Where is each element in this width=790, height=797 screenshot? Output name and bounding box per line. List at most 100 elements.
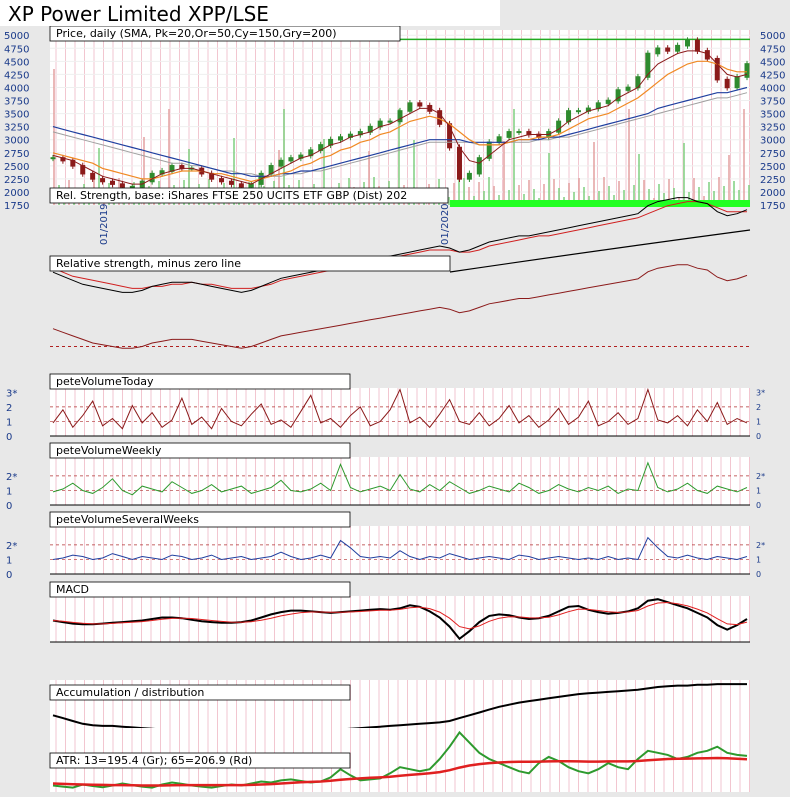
volume-bar	[543, 184, 545, 205]
volume-bar	[323, 139, 325, 205]
rs-long-ma	[449, 229, 751, 273]
pete_volume_several_weeks-y-tick-right: 1	[756, 555, 761, 564]
candle-body	[219, 178, 225, 183]
volume-bar	[728, 155, 730, 205]
volume-bar	[618, 181, 620, 205]
candle-body	[625, 86, 631, 91]
volume-bar	[53, 69, 55, 205]
price-y-tick-right: 3500	[760, 110, 785, 121]
pete_volume_several_weeks-y-tick-left: 2*	[6, 541, 17, 552]
pete_volume_today-y-tick-right: 2	[756, 403, 761, 412]
candle-body	[694, 39, 700, 52]
volume-bar	[693, 178, 695, 205]
price-y-tick-right: 5000	[760, 31, 785, 42]
volume-bar	[628, 109, 630, 205]
candle-body	[367, 125, 373, 133]
pete_volume_today-y-tick-right: 3*	[756, 388, 765, 397]
candle-body	[50, 157, 56, 160]
volume-bar	[733, 181, 735, 205]
volume-bar	[283, 109, 285, 205]
pete_volume_several_weeks-label-box: peteVolumeSeveralWeeks	[49, 511, 351, 528]
pete_volume_several_weeks-y-tick-left: 0	[6, 570, 12, 581]
candle-body	[437, 110, 443, 125]
candle-body	[169, 165, 175, 172]
candle-body	[248, 183, 254, 188]
candle-body	[516, 131, 522, 134]
candle-body	[615, 89, 621, 102]
volume-bar	[673, 188, 675, 205]
pete_volume_several_weeks-panel-gridlines	[55, 526, 750, 574]
macd-title: MACD	[56, 583, 89, 596]
atr65-line	[52, 756, 748, 787]
pete_volume_today-y-tick-left: 0	[6, 432, 12, 443]
price-y-tick-right: 3000	[760, 136, 785, 147]
price-y-tick-right: 2750	[760, 149, 785, 160]
rs-minus-zero-title: Relative strength, minus zero line	[56, 257, 241, 270]
volume-bar	[483, 191, 485, 205]
candle-body	[387, 120, 393, 123]
macd-signal-line	[52, 601, 748, 630]
acc-dist-label-box: Accumulation / distribution	[49, 684, 351, 701]
price-y-tick-right: 2250	[760, 175, 785, 186]
candle-body	[179, 165, 185, 170]
pete_volume_today-y-tick-left: 2	[6, 403, 12, 414]
atr-title: ATR: 13=195.4 (Gr); 65=206.9 (Rd)	[56, 754, 252, 767]
candle-body	[338, 136, 344, 141]
volume-bar	[448, 197, 450, 205]
candle-body	[605, 99, 611, 104]
candle-body	[566, 110, 572, 123]
candle-body	[724, 78, 730, 89]
volume-bar	[713, 191, 715, 205]
sma20-line	[52, 50, 748, 185]
candle-body	[496, 136, 502, 144]
candle-body	[704, 50, 710, 60]
price-y-tick-right: 1750	[760, 201, 785, 212]
macd-label-box: MACD	[49, 581, 351, 598]
volume-bar	[553, 179, 555, 205]
candle-body	[308, 149, 314, 157]
volume-bar	[623, 190, 625, 205]
price-y-tick-right: 4250	[760, 70, 785, 81]
volume-bar	[633, 185, 635, 205]
volume-bar	[608, 186, 610, 205]
candle-body	[357, 131, 363, 136]
volume-bar	[278, 150, 280, 205]
volume-bar	[143, 137, 145, 205]
pete_volume_weekly-y-tick-right: 1	[756, 486, 761, 495]
pete_volume_weekly-line	[52, 461, 748, 496]
volume-bar	[668, 179, 670, 205]
pete_volume_today-label-box: peteVolumeToday	[49, 373, 351, 390]
volume-bar	[638, 154, 640, 205]
price-y-tick-left: 3500	[4, 110, 29, 121]
pete_volume_today-title: peteVolumeToday	[56, 375, 154, 388]
volume-bar	[508, 190, 510, 205]
pete_volume_several_weeks-y-tick-left: 1	[6, 555, 12, 566]
volume-bar	[568, 183, 570, 205]
volume-bar	[598, 191, 600, 205]
pete_volume_today-label-bg	[49, 373, 351, 390]
candle-body	[228, 180, 234, 185]
candle-body	[377, 120, 383, 128]
pete_volume_several_weeks-y-tick-right: 2*	[756, 541, 765, 550]
price-y-tick-left: 2250	[4, 175, 29, 186]
candle-body	[575, 110, 581, 113]
rs-line	[52, 197, 748, 293]
price-y-tick-left: 4250	[4, 70, 29, 81]
candle-body	[278, 159, 284, 167]
pete_volume_weekly-y-tick-left: 2*	[6, 472, 17, 483]
sma50-line	[52, 60, 747, 183]
price-y-tick-left: 4500	[4, 57, 29, 68]
candle-body	[298, 154, 304, 159]
volume-bar	[533, 189, 535, 205]
candle-body	[466, 172, 472, 180]
volume-bar	[513, 109, 515, 205]
price-y-tick-left: 3000	[4, 136, 29, 147]
pete_volume_today-panel-gridlines	[55, 388, 750, 436]
rel-strength-label-bg	[49, 187, 449, 204]
pete_volume_weekly-title: peteVolumeWeekly	[56, 444, 162, 457]
sma200-line	[52, 92, 748, 177]
price-y-tick-left: 4000	[4, 83, 29, 94]
price-y-tick-right: 4750	[760, 44, 785, 55]
macd-label-bg	[49, 581, 351, 598]
candle-body	[129, 185, 135, 188]
